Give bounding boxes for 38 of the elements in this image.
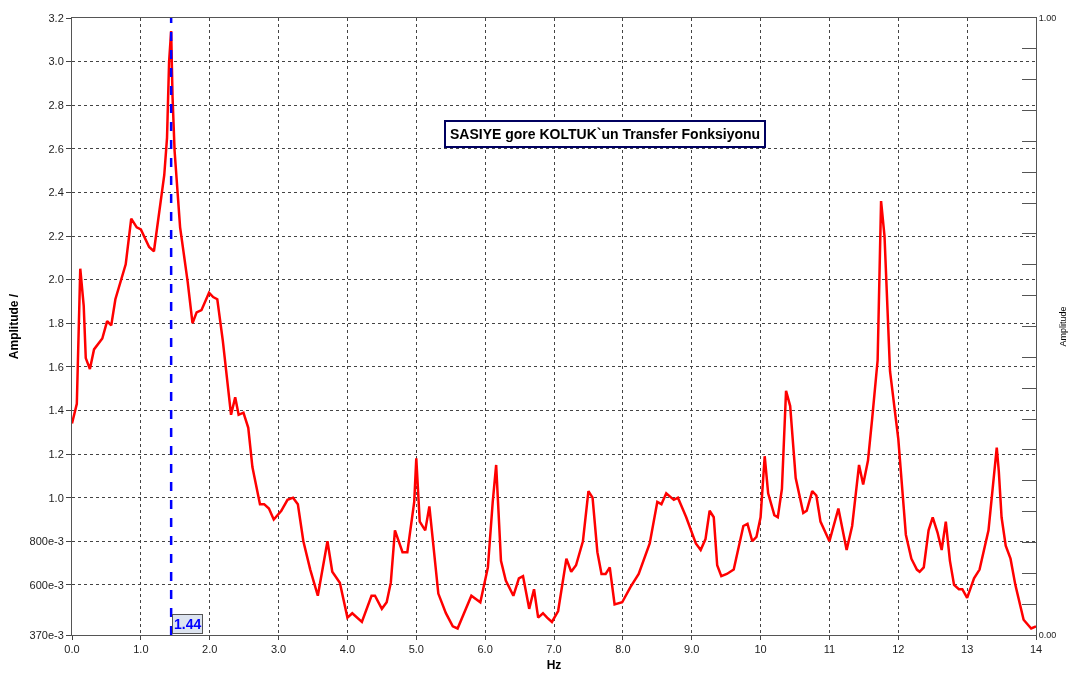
y-tick-label: 600e-3 — [29, 578, 64, 591]
ref-line-label: 1.44 — [174, 616, 202, 632]
y-tick-label: 2.6 — [48, 142, 64, 155]
x-axis-title: Hz — [546, 658, 562, 673]
x-tick-label: 14 — [1029, 643, 1043, 656]
y-tick-label: 1.6 — [48, 360, 64, 373]
x-tick-label: 4.0 — [339, 643, 356, 656]
line-series — [72, 29, 1036, 630]
y-tick-label: 1.2 — [48, 447, 64, 460]
x-tick-label: 2.0 — [202, 643, 218, 656]
x-tick-label: 1.0 — [133, 643, 149, 656]
y-tick-label: 3.2 — [48, 11, 64, 24]
x-tick-label: 12 — [892, 643, 905, 656]
x-tick-label: 3.0 — [270, 643, 287, 656]
y-tick-label: 3.0 — [48, 55, 64, 68]
y2-axis-title: Amplitude — [1058, 306, 1069, 347]
y-tick-label: 2.2 — [48, 229, 64, 242]
y-tick-label: 2.4 — [48, 186, 64, 199]
x-tick-label: 7.0 — [546, 643, 562, 656]
y-axis-title: Amplitude / — [6, 293, 21, 360]
y2-tick-label: 1.00 — [1038, 13, 1057, 24]
y2-tick-label: 0.00 — [1038, 630, 1057, 641]
y-tick-label: 370e-3 — [29, 628, 64, 641]
x-tick-label: 0.0 — [64, 643, 80, 656]
y-tick-label: 800e-3 — [29, 535, 64, 548]
x-tick-label: 6.0 — [477, 643, 493, 656]
y-tick-label: 1.8 — [48, 317, 64, 330]
x-tick-label: 13 — [961, 643, 974, 656]
y-tick-label: 1.4 — [48, 404, 64, 417]
y-tick-label: 1.0 — [48, 491, 64, 504]
text: SASIYE gore KOLTUK`un Transfer Fonksiyonu — [450, 126, 761, 142]
x-tick-label: 11 — [823, 643, 836, 656]
y-tick-label: 2.8 — [48, 99, 64, 112]
y-tick-label: 2.0 — [48, 273, 64, 286]
x-tick-label: 10 — [754, 643, 767, 656]
x-tick-label: 8.0 — [615, 643, 631, 656]
x-tick-label: 9.0 — [684, 643, 700, 656]
x-tick-label: 5.0 — [408, 643, 424, 656]
